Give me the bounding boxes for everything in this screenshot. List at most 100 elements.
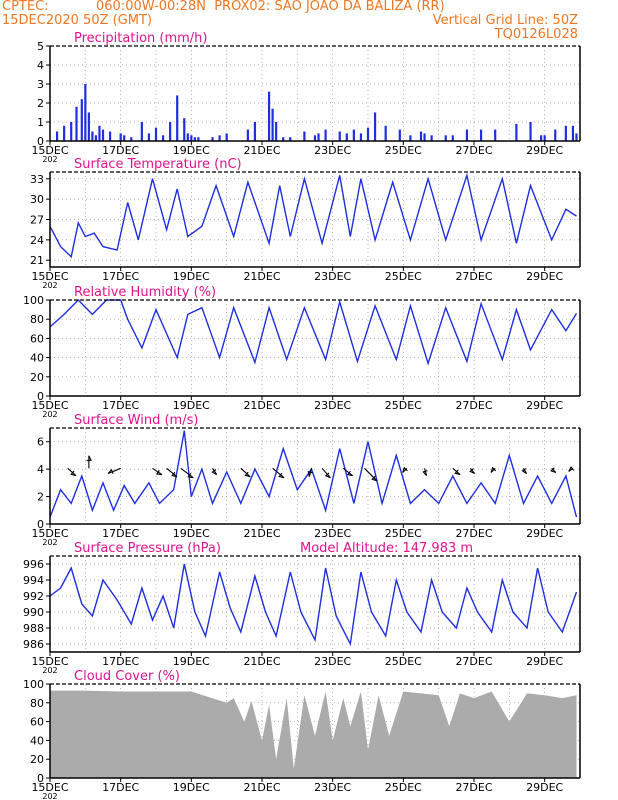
x-tick-label: 17DEC [102,655,139,668]
x-tick-label: 29DEC [526,781,563,794]
x-tick-label: 25DEC [385,270,422,283]
y-tick-label: 2 [37,97,44,110]
wind-vector [424,468,428,476]
panel-title: Surface Pressure (hPa) [74,541,221,556]
wind-vector-head [346,470,353,477]
x-tick-label: 27DEC [455,270,492,283]
y-tick-label: 40 [30,352,44,365]
x-tick-label: 21DEC [243,655,280,668]
x-start-label: 202 [42,155,57,164]
header-location: 060:00W-00:28N PROX02: SAO JOAO DA BALIZ… [96,0,445,14]
precip-bar [75,106,78,141]
panel-5 [46,555,581,656]
y-tick-label: 27 [30,214,44,227]
precip-bar [423,133,426,141]
x-tick-label: 19DEC [173,527,210,540]
y-tick-label: 2 [37,491,44,504]
x-tick-label: 15DEC [31,655,68,668]
precip-bar [430,135,433,141]
panel-2 [46,171,581,271]
x-tick-label: 23DEC [314,781,351,794]
precip-bar [338,131,341,141]
precip-bar [140,122,143,141]
y-tick-label: 996 [23,558,44,571]
precip-bar [193,137,196,141]
precip-bar [554,129,557,141]
y-tick-label: 988 [23,622,44,635]
x-tick-label: 15DEC [31,144,68,157]
precip-bar [84,84,87,141]
header-grid-note: Vertical Grid Line: 50Z [432,13,578,28]
wind-vector-head [371,475,378,482]
x-tick-label: 27DEC [455,527,492,540]
precip-bar [218,135,221,141]
x-tick-label: 17DEC [102,144,139,157]
precip-bar [373,112,377,141]
wind-vector-head [86,455,92,461]
precip-bar [169,122,172,141]
x-tick-label: 27DEC [455,399,492,412]
y-tick-label: 1 [37,116,44,129]
precip-bar [289,137,292,141]
x-tick-label: 27DEC [455,655,492,668]
x-tick-label: 25DEC [385,655,422,668]
y-tick-label: 0 [37,135,44,148]
precip-bar [161,135,165,141]
wind-vector [321,467,331,479]
y-tick-label: 5 [37,40,44,53]
wind-vector-head [278,472,285,479]
header-source: CPTEC: [2,0,49,14]
wind-vector [364,467,378,482]
y-tick-label: 20 [30,371,44,384]
x-start-label: 202 [42,666,57,675]
precip-bar [465,129,469,141]
x-tick-label: 17DEC [102,781,139,794]
precip-bar [419,131,423,141]
wind-vector [240,467,251,478]
precip-bar [55,131,59,141]
panel-3 [46,299,581,400]
x-tick-label: 25DEC [385,144,422,157]
precip-bar [409,135,412,141]
x-start-label: 202 [42,792,57,800]
wind-vector-head [568,465,575,472]
x-tick-label: 15DEC [31,781,68,794]
header-init-time: 15DEC2020 50Z (GMT) [2,13,153,28]
precip-bar [317,133,320,141]
precip-bar [119,133,122,141]
precip-bar [271,108,274,141]
y-tick-label: 0 [37,518,44,531]
wind-vector-head [187,472,194,479]
y-tick-label: 80 [30,313,44,326]
x-tick-label: 21DEC [243,527,280,540]
wind-vector-head [155,469,162,476]
x-tick-label: 19DEC [173,655,210,668]
x-tick-label: 23DEC [314,144,351,157]
panel-title: Cloud Cover (%) [74,669,180,684]
precip-bar [225,133,228,141]
y-tick-label: 3 [37,78,44,91]
wind-vector-head [402,466,408,473]
precip-bar [70,122,73,141]
x-tick-label: 29DEC [526,399,563,412]
x-tick-label: 21DEC [243,270,280,283]
precip-bar [352,129,355,141]
precip-bar [190,135,193,141]
x-tick-label: 23DEC [314,655,351,668]
x-start-label: 202 [42,538,57,547]
x-start-label: 202 [42,410,57,419]
precip-bar [515,123,518,141]
x-tick-label: 15DEC [31,399,68,412]
wind-vector [152,467,163,476]
precip-bar [529,122,532,141]
precip-bar [108,131,112,141]
panel-6 [46,683,581,782]
series-line [49,172,577,259]
precip-bar [451,135,454,141]
series-line [49,430,578,518]
y-tick-label: 21 [30,254,44,267]
y-tick-label: 40 [30,734,44,747]
x-tick-label: 25DEC [385,781,422,794]
y-tick-label: 24 [30,234,44,247]
